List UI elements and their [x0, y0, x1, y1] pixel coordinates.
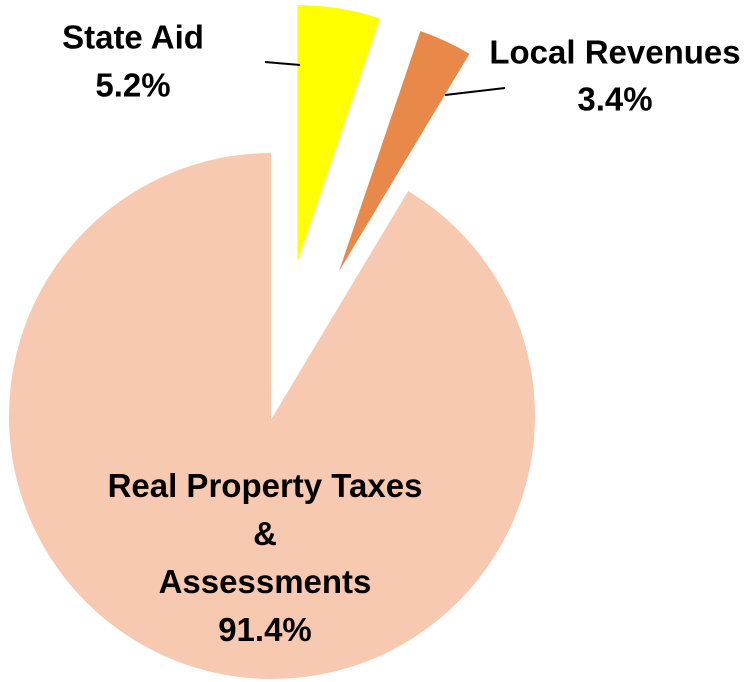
pie-slice — [295, 2, 383, 269]
slice-label: State Aid — [62, 19, 204, 56]
slice-label-group: Real Property Taxes & Assessments 91.4% — [40, 462, 490, 654]
big-label-box: Real Property Taxes & Assessments 91.4% — [40, 462, 490, 654]
slice-label: Real Property Taxes & Assessments — [107, 467, 423, 600]
slice-value-label: 91.4% — [218, 611, 312, 648]
pie-slice — [334, 28, 473, 281]
pie-slice — [7, 150, 537, 681]
slice-value-label: 3.4% — [577, 81, 652, 118]
leader-line — [444, 87, 506, 96]
slice-value-label: 5.2% — [95, 67, 170, 104]
leader-line — [264, 61, 301, 66]
slice-label: Local Revenues — [489, 34, 740, 71]
